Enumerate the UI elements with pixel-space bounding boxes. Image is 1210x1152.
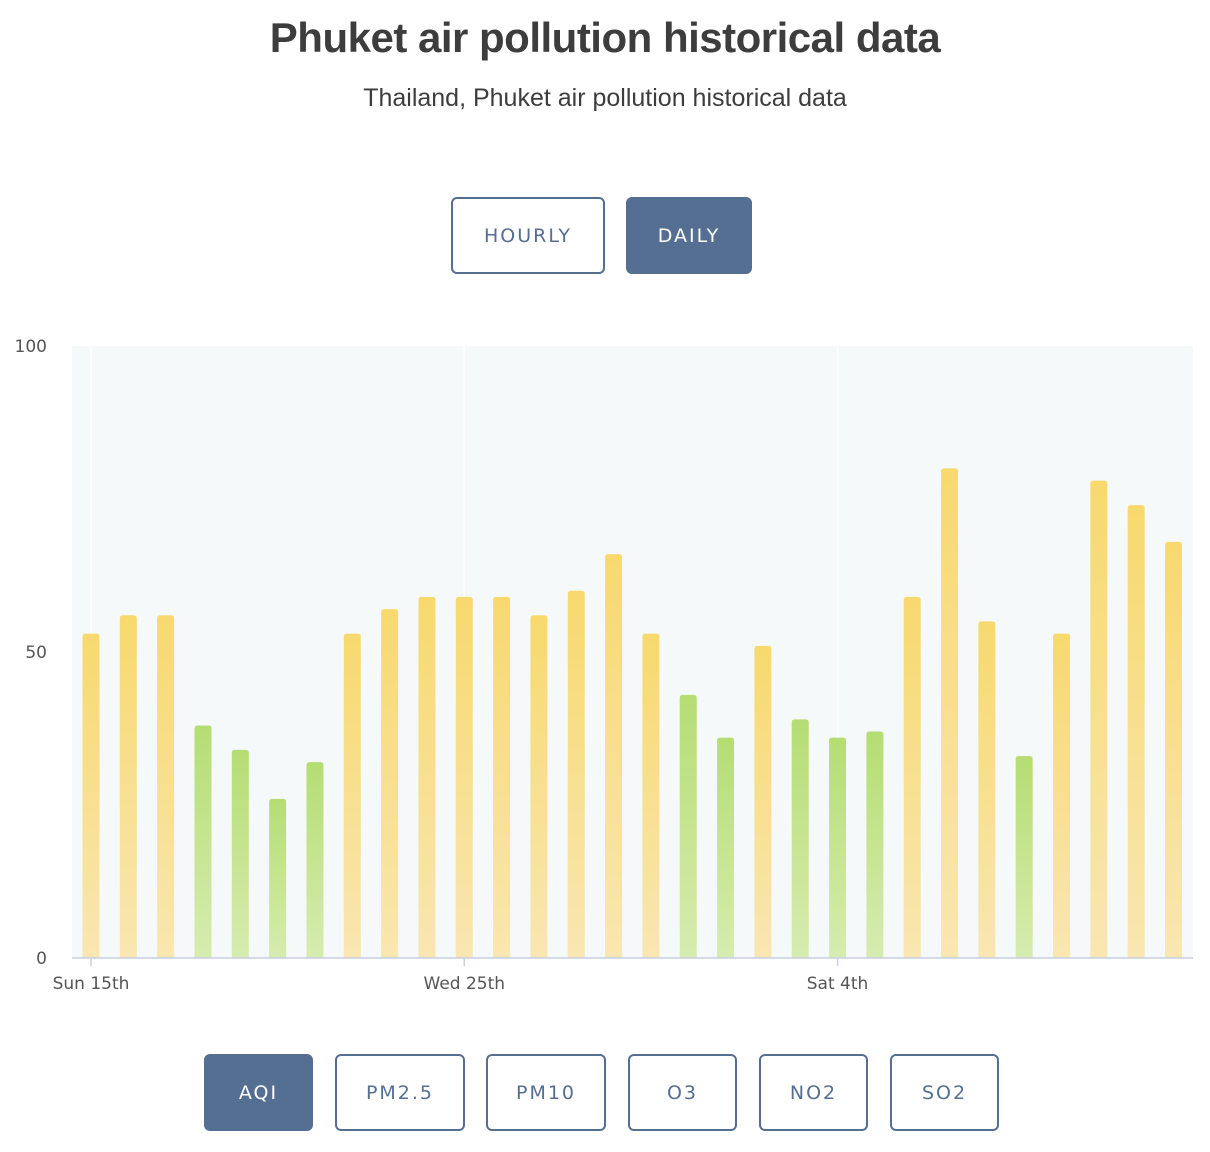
bar[interactable] bbox=[1090, 480, 1108, 958]
bar[interactable] bbox=[791, 719, 809, 958]
bar[interactable] bbox=[530, 615, 548, 958]
bar[interactable] bbox=[119, 615, 137, 958]
bars bbox=[82, 468, 1182, 958]
bar[interactable] bbox=[381, 609, 399, 958]
bar[interactable] bbox=[754, 645, 772, 958]
y-tick-label: 50 bbox=[25, 643, 47, 663]
bar[interactable] bbox=[157, 615, 175, 958]
bar[interactable] bbox=[717, 737, 735, 958]
page-subtitle: Thailand, Phuket air pollution historica… bbox=[363, 84, 847, 112]
bar[interactable] bbox=[306, 762, 324, 958]
bar[interactable] bbox=[829, 737, 847, 958]
bar[interactable] bbox=[455, 596, 473, 958]
bar[interactable] bbox=[1053, 633, 1071, 958]
x-tick-label: Wed 25th bbox=[424, 974, 506, 994]
metric-tab-o3[interactable]: O3 bbox=[628, 1054, 737, 1131]
metric-tab-aqi[interactable]: AQI bbox=[204, 1054, 313, 1131]
bar[interactable] bbox=[605, 554, 623, 958]
x-tick-label: Sun 15th bbox=[53, 974, 130, 994]
page-title: Phuket air pollution historical data bbox=[269, 14, 941, 61]
bar[interactable] bbox=[493, 596, 511, 958]
bar[interactable] bbox=[418, 596, 436, 958]
bar[interactable] bbox=[1015, 756, 1033, 958]
daily-button[interactable]: DAILY bbox=[626, 197, 752, 274]
bar[interactable] bbox=[269, 798, 287, 958]
bar[interactable] bbox=[679, 694, 697, 958]
y-tick-label: 0 bbox=[36, 949, 47, 969]
plot-area bbox=[72, 346, 1193, 958]
bar[interactable] bbox=[567, 590, 585, 958]
bar[interactable] bbox=[903, 596, 921, 958]
bar[interactable] bbox=[194, 725, 212, 958]
bar[interactable] bbox=[343, 633, 361, 958]
x-tick-label: Sat 4th bbox=[807, 974, 869, 994]
metric-tab-so2[interactable]: SO2 bbox=[890, 1054, 999, 1131]
aqi-bar-chart: 0 50 100 Sun 15th Wed 25th Sat 4th bbox=[15, 337, 1193, 994]
metric-tab-pm10[interactable]: PM10 bbox=[486, 1054, 606, 1131]
bar[interactable] bbox=[978, 621, 996, 958]
bar[interactable] bbox=[642, 633, 660, 958]
x-axis: Sun 15th Wed 25th Sat 4th bbox=[53, 958, 869, 994]
bar[interactable] bbox=[1165, 541, 1182, 958]
metric-tab-no2[interactable]: NO2 bbox=[759, 1054, 868, 1131]
y-axis: 0 50 100 bbox=[15, 337, 47, 969]
metric-tab-pm25[interactable]: PM2.5 bbox=[335, 1054, 465, 1131]
y-tick-label: 100 bbox=[15, 337, 47, 357]
bar[interactable] bbox=[231, 749, 249, 958]
bar[interactable] bbox=[866, 731, 884, 958]
bar[interactable] bbox=[941, 468, 959, 958]
bar[interactable] bbox=[82, 633, 100, 958]
hourly-button[interactable]: HOURLY bbox=[451, 197, 605, 274]
bar[interactable] bbox=[1127, 505, 1145, 958]
